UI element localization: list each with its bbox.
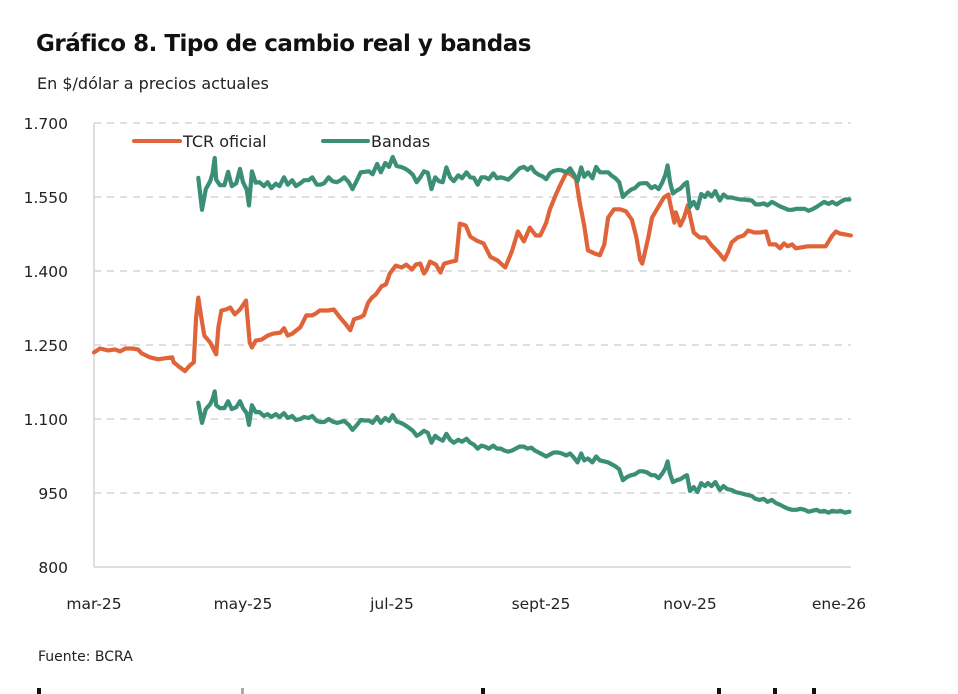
series-lines bbox=[91, 154, 853, 515]
legend-label-tcr: TCR oficial bbox=[182, 132, 267, 151]
y-tick-label: 800 bbox=[38, 559, 68, 577]
cropped-text-fragment bbox=[37, 688, 41, 694]
y-tick-label: 950 bbox=[38, 485, 68, 503]
cropped-text-fragment bbox=[812, 688, 816, 694]
y-tick-label: 1.700 bbox=[24, 115, 68, 133]
x-axis-ticks: mar-25 may-25 jul-25 sept-25 nov-25 ene-26 bbox=[66, 595, 866, 613]
series-line-bandas-superior bbox=[196, 154, 852, 213]
cropped-text-fragment bbox=[481, 688, 485, 694]
x-tick-label: mar-25 bbox=[66, 595, 121, 613]
y-tick-label: 1.250 bbox=[24, 337, 68, 355]
x-tick-label: may-25 bbox=[214, 595, 273, 613]
x-tick-label: jul-25 bbox=[369, 595, 414, 613]
cropped-text-fragment bbox=[773, 688, 777, 694]
legend: TCR oficial Bandas bbox=[132, 132, 430, 151]
cropped-text-fragment bbox=[717, 688, 721, 694]
source-note: Fuente: BCRA bbox=[38, 649, 133, 665]
legend-label-bandas: Bandas bbox=[371, 132, 430, 151]
x-tick-label: ene-26 bbox=[812, 595, 866, 613]
y-tick-label: 1.100 bbox=[24, 411, 68, 429]
y-tick-label: 1.400 bbox=[24, 263, 68, 281]
series-line-tcr-oficial bbox=[91, 170, 853, 374]
series-line-bandas-inferior bbox=[196, 389, 852, 515]
cropped-text-fragment bbox=[241, 688, 244, 694]
x-tick-label: sept-25 bbox=[512, 595, 571, 613]
y-axis-ticks: 1.700 1.550 1.400 1.250 1.100 950 800 bbox=[24, 115, 68, 577]
y-tick-label: 1.550 bbox=[24, 189, 68, 207]
x-tick-label: nov-25 bbox=[663, 595, 716, 613]
chart-title: Gráfico 8. Tipo de cambio real y bandas bbox=[36, 31, 531, 57]
chart-subtitle: En $/dólar a precios actuales bbox=[37, 74, 269, 93]
